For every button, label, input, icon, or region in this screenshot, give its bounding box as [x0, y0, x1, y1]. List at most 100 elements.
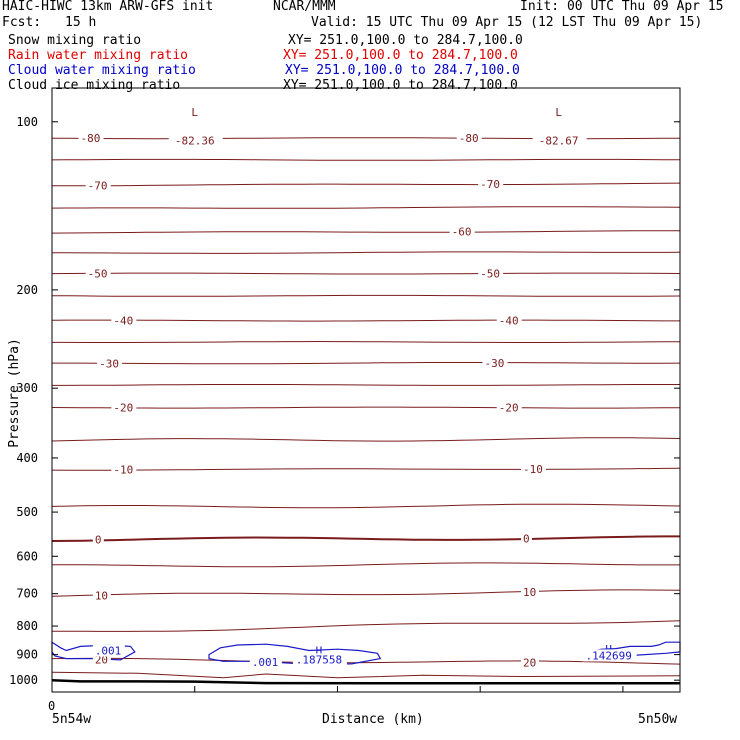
isotherm-label-bg: [85, 179, 111, 192]
isotherm-20: [51, 657, 681, 665]
isotherm-minor: [52, 251, 681, 254]
field-name-cloud-water: Cloud water mixing ratio: [8, 63, 196, 78]
extremum-high-marker: H: [316, 645, 323, 658]
isotherm-label: 0: [95, 533, 102, 546]
extremum-value-bg: [168, 134, 223, 147]
isotherm--30: [52, 362, 681, 365]
extremum-value-bg: [532, 134, 587, 147]
y-tick-label: 700: [16, 587, 38, 601]
isotherm--10: [51, 467, 681, 471]
isotherm-label-bg: [111, 401, 137, 414]
cloud-label-bg: [249, 656, 282, 669]
extremum-value-bg: [292, 653, 347, 666]
field-xy-snow: XY= 251.0,100.0 to 284.7,100.0: [288, 33, 523, 48]
isotherm--20: [51, 406, 681, 409]
isotherm-label-bg: [478, 267, 504, 280]
terrain: [51, 678, 680, 685]
y-tick-label: 300: [16, 381, 38, 395]
isotherm-label: -50: [88, 268, 108, 281]
cloud-water-region-left: [51, 641, 136, 661]
forecast-label: Fcst:: [2, 15, 42, 30]
extremum-low-marker: L: [191, 106, 198, 119]
isotherm-label-bg: [92, 533, 104, 546]
isotherm-label: -60: [452, 226, 472, 239]
isotherm-label: -80: [81, 132, 101, 145]
x-right-endpoint: 5n50w: [638, 712, 678, 727]
isotherm-minor: [51, 437, 681, 442]
plot-border: [51, 87, 681, 693]
isotherm-label-bg: [521, 462, 546, 475]
isotherm-label: -50: [480, 268, 500, 281]
isotherm-minor: [51, 503, 681, 509]
isotherm-label: -40: [113, 315, 133, 328]
isotherm-label: 10: [523, 586, 536, 599]
isotherm-label-bg: [449, 225, 475, 238]
isotherm-label: -20: [113, 402, 133, 415]
valid-time: Valid: 15 UTC Thu 09 Apr 15 (12 LST Thu …: [311, 15, 703, 30]
cloud-water-region-center: [208, 643, 382, 665]
field-name-cloud-ice: Cloud ice mixing ratio: [8, 78, 181, 93]
isotherm-minor: [51, 206, 681, 209]
x-left-endpoint: 5n54w: [52, 712, 92, 727]
extremum-value-bg: [582, 649, 637, 662]
cloud-water-label: .001: [252, 656, 279, 669]
isotherm-label-bg: [111, 463, 137, 476]
isotherm-near-surface: [51, 671, 681, 679]
y-tick-label: 1000: [9, 673, 38, 687]
y-tick-label: 600: [16, 549, 38, 563]
isotherm-label-bg: [482, 356, 508, 369]
isotherm-label: -10: [523, 463, 543, 476]
extremum-value: .142699: [585, 649, 631, 662]
isotherm--40: [51, 319, 680, 322]
isotherm-label: 0: [523, 532, 530, 545]
isotherm-label: -30: [99, 357, 119, 370]
x-origin-label: 0: [48, 699, 56, 713]
isotherm-10: [51, 589, 681, 597]
field-xy-rain: XY= 251.0,100.0 to 284.7,100.0: [283, 48, 518, 63]
isotherm--60: [51, 230, 680, 234]
isotherm-label: -70: [480, 178, 500, 191]
isotherm-label-bg: [92, 589, 111, 602]
isotherm-label: 20: [523, 656, 536, 669]
extremum-low-marker: L: [555, 106, 562, 119]
y-tick-label: 400: [16, 451, 38, 465]
y-tick-label: 800: [16, 619, 38, 633]
isotherm--70: [52, 182, 681, 187]
isotherm-label-bg: [521, 532, 532, 545]
isotherm--50: [51, 272, 681, 275]
organization: NCAR/MMM: [273, 0, 336, 14]
isotherm-label: -40: [499, 315, 519, 328]
y-tick-label: 500: [16, 505, 38, 519]
isotherm-label-bg: [521, 586, 539, 599]
field-xy-cloud-water: XY= 251.0,100.0 to 284.7,100.0: [285, 63, 520, 78]
x-axis-label: Distance (km): [322, 712, 424, 727]
cloud-water-label: .001: [95, 645, 122, 658]
isotherm-label-bg: [78, 132, 104, 145]
isotherm-label-bg: [496, 314, 522, 327]
isotherm-label-bg: [97, 357, 123, 370]
isotherm-label: 20: [95, 654, 108, 667]
isotherm-label: -30: [484, 357, 504, 370]
terrain-line: [51, 678, 680, 685]
isotherm-label-bg: [478, 178, 504, 191]
model-title: HAIC-HIWC 13km ARW-GFS init: [2, 0, 214, 14]
isotherm-label-bg: [456, 132, 482, 145]
isotherm-label-bg: [85, 267, 111, 280]
field-xy-cloud-ice: XY= 251.0,100.0 to 284.7,100.0: [283, 78, 518, 93]
cloud-label-bg: [92, 644, 125, 657]
isotherm-minor: [52, 340, 681, 343]
temperature-contours: [51, 137, 681, 679]
isotherm-minor: [52, 620, 681, 632]
isotherm-label: 10: [95, 589, 108, 602]
init-time: Init: 00 UTC Thu 09 Apr 15: [520, 0, 724, 14]
isotherm-minor: [52, 384, 680, 386]
field-name-rain: Rain water mixing ratio: [8, 48, 189, 63]
extremum-value: .187558: [296, 653, 342, 666]
isotherm-label-bg: [111, 314, 137, 327]
isotherm-minor: [51, 158, 681, 161]
isotherm-label: -80: [459, 132, 479, 145]
isotherm-label-bg: [92, 653, 111, 666]
isotherm-label-bg: [496, 401, 522, 414]
